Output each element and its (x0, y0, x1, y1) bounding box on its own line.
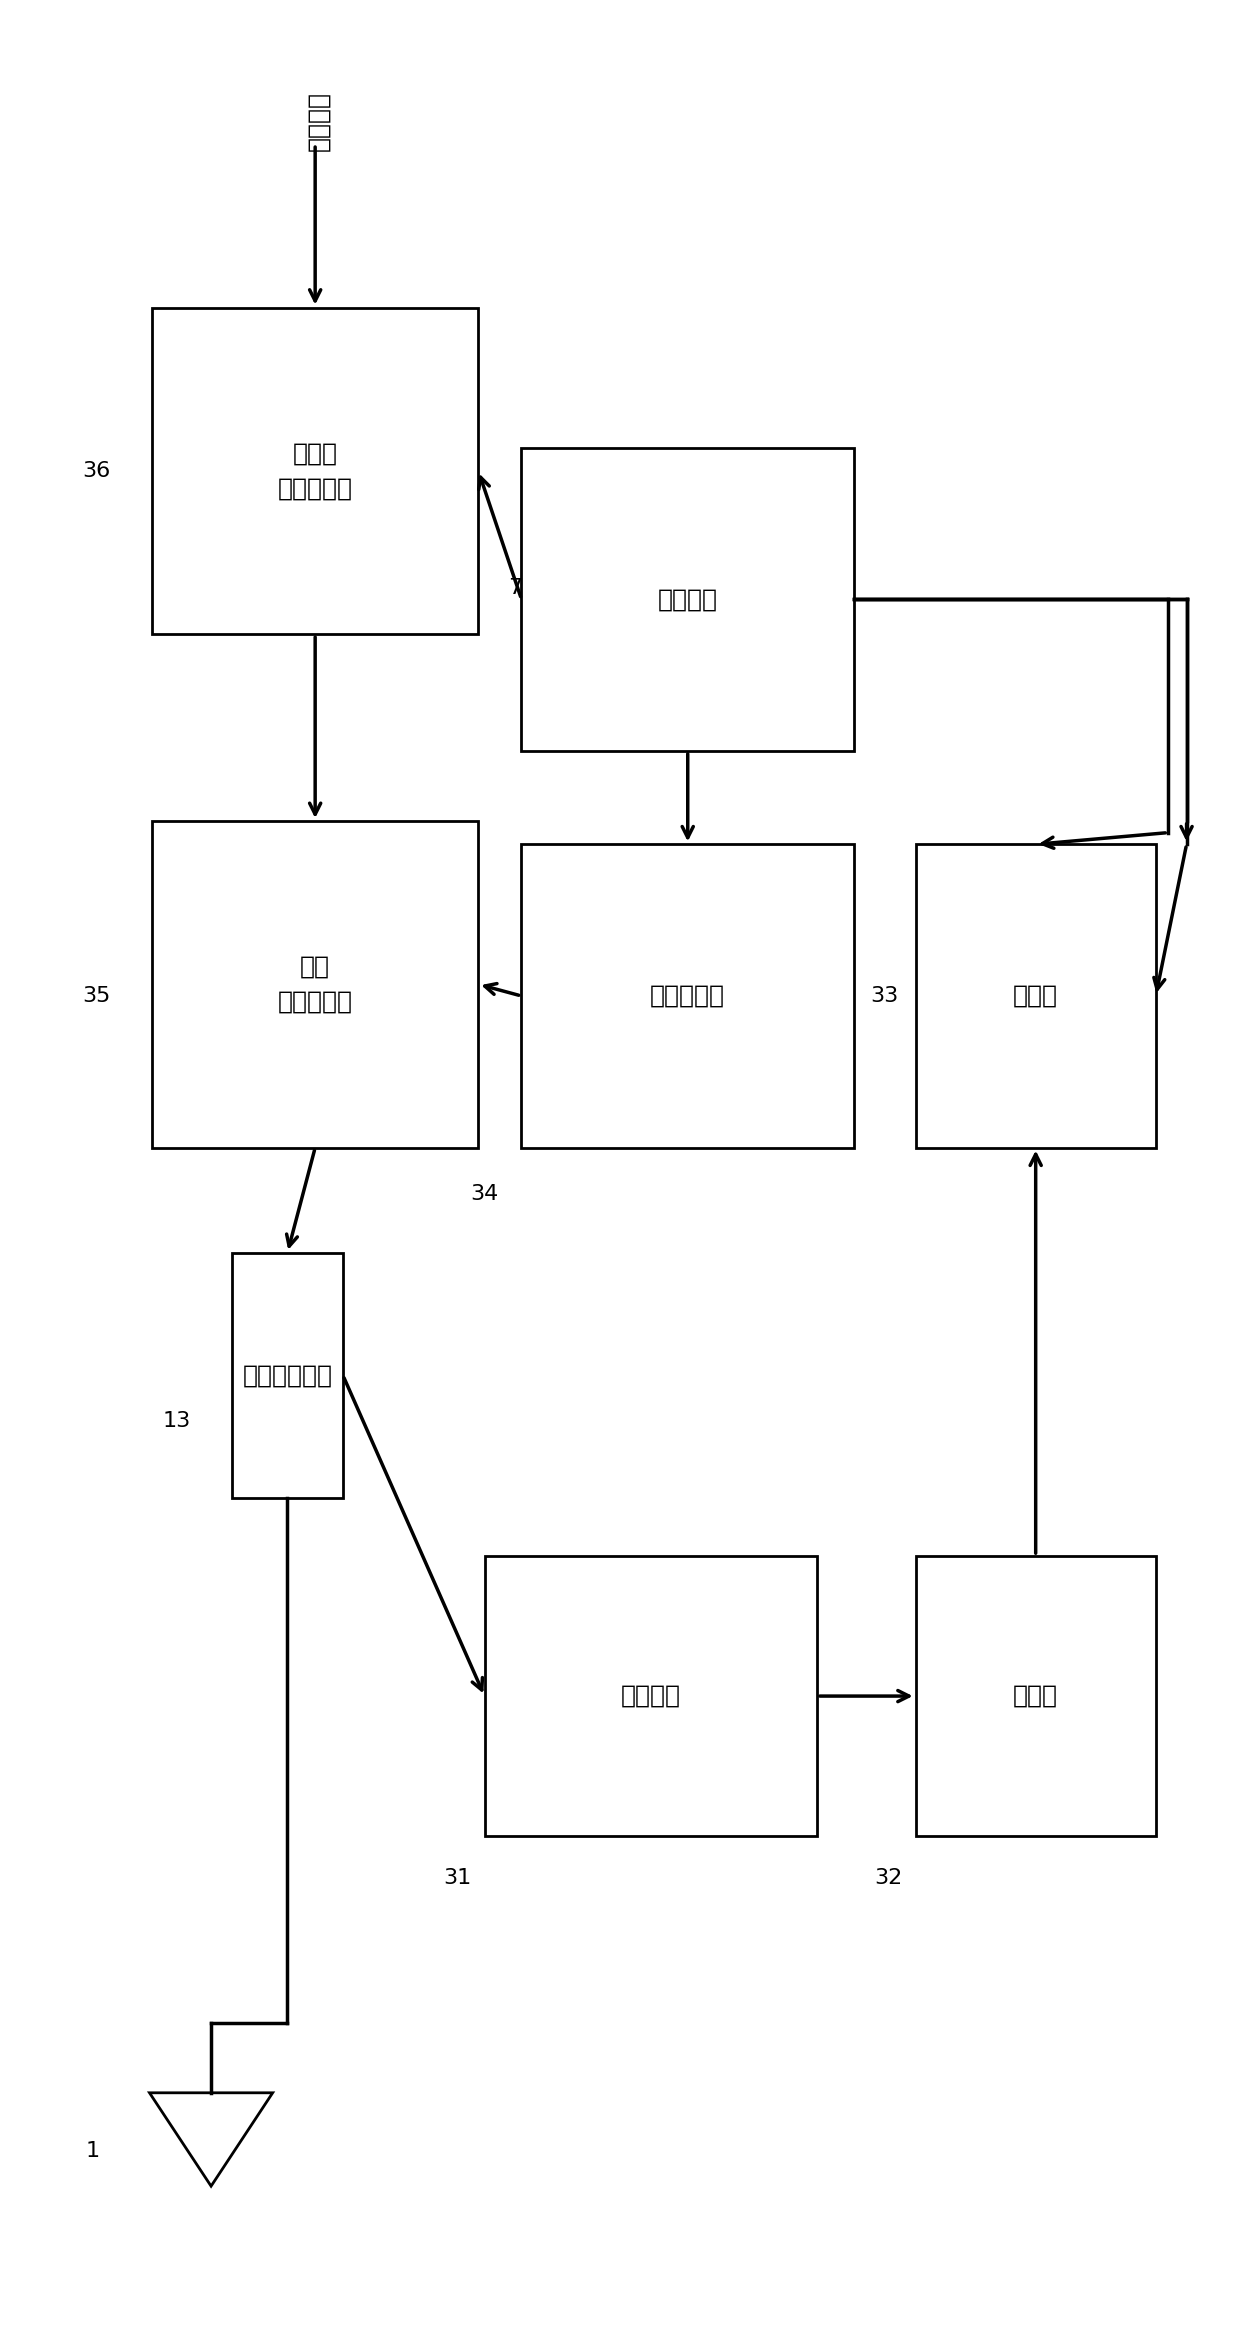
Bar (153, 307, 479, 635)
Text: 检波电路: 检波电路 (621, 1684, 681, 1707)
Bar (232, 1253, 343, 1499)
Text: 7: 7 (508, 578, 522, 597)
Bar (915, 1555, 1156, 1836)
Text: 31: 31 (443, 1869, 471, 1888)
Bar (915, 843, 1156, 1148)
Text: 末级
功率放大器: 末级 功率放大器 (278, 956, 352, 1014)
Text: 放大器: 放大器 (1013, 1684, 1058, 1707)
Text: 36: 36 (82, 461, 110, 480)
Text: 35: 35 (82, 986, 110, 1007)
Bar (522, 447, 854, 752)
Text: 缓冲放大器: 缓冲放大器 (650, 984, 725, 1007)
Bar (522, 843, 854, 1148)
Text: 单波检测电路: 单波检测电路 (243, 1363, 332, 1386)
Text: 比较器: 比较器 (1013, 984, 1058, 1007)
Text: 33: 33 (870, 986, 899, 1007)
Text: 32: 32 (874, 1869, 903, 1888)
Bar (153, 822, 479, 1148)
Text: 1: 1 (86, 2141, 100, 2162)
Text: 34: 34 (470, 1185, 498, 1204)
Text: 13: 13 (162, 1410, 191, 1431)
Bar (485, 1555, 817, 1836)
Text: 推动级
功率放大器: 推动级 功率放大器 (278, 440, 352, 501)
Text: 射频信号: 射频信号 (306, 91, 331, 150)
Text: 微处理器: 微处理器 (657, 588, 718, 611)
